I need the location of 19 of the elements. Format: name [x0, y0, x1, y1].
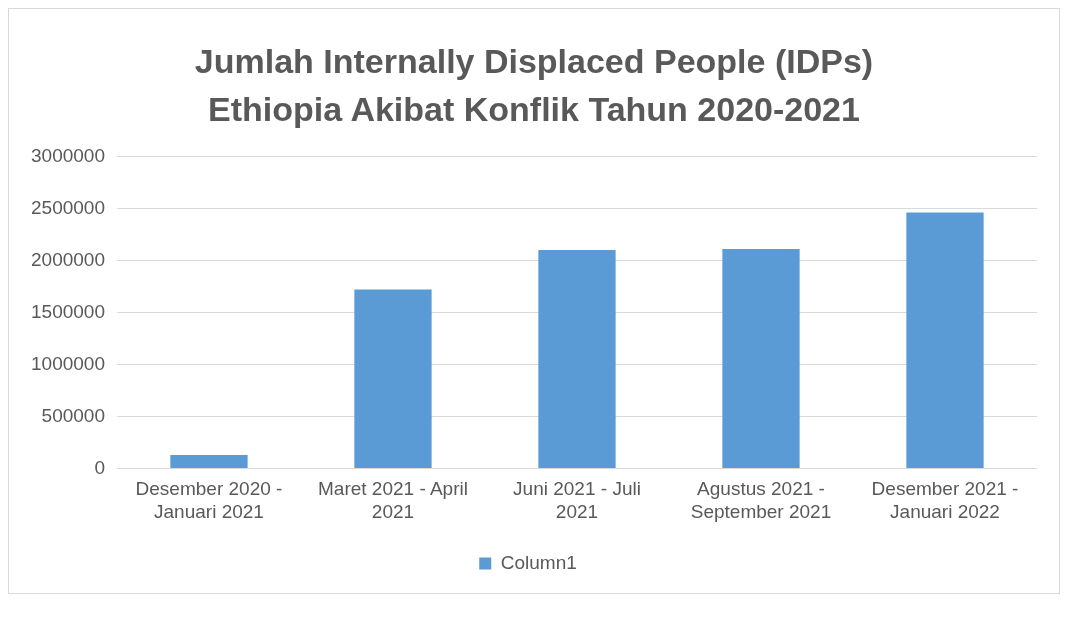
- x-tick-label: Juni 2021 - Juli 2021: [513, 478, 641, 522]
- x-tick-label: Maret 2021 - April 2021: [317, 478, 468, 522]
- x-tick-label: Desember 2020 - Januari 2021: [135, 478, 283, 522]
- x-tick-label: Desember 2021 - Januari 2022: [871, 478, 1019, 522]
- x-tick-label: Agustus 2021 - September 2021: [690, 478, 832, 522]
- bar: [722, 248, 800, 468]
- y-tick-label: 500000: [41, 404, 105, 426]
- y-tick-label: 2000000: [31, 248, 105, 270]
- bar: [170, 454, 248, 468]
- bar: [906, 212, 984, 468]
- y-tick-label: 0: [94, 456, 105, 478]
- bar: [538, 250, 616, 468]
- y-tick-label: 1000000: [31, 352, 105, 374]
- y-tick-label: 2500000: [31, 196, 105, 218]
- chart-title: Jumlah Internally Displaced People (IDPs) Ethiopia Akibat Konflik Tahun 2020-2021: [193, 41, 875, 130]
- legend-label: Column1: [500, 551, 577, 573]
- y-tick-label: 3000000: [31, 144, 105, 166]
- bar: [354, 289, 432, 468]
- y-tick-label: 1500000: [31, 300, 105, 322]
